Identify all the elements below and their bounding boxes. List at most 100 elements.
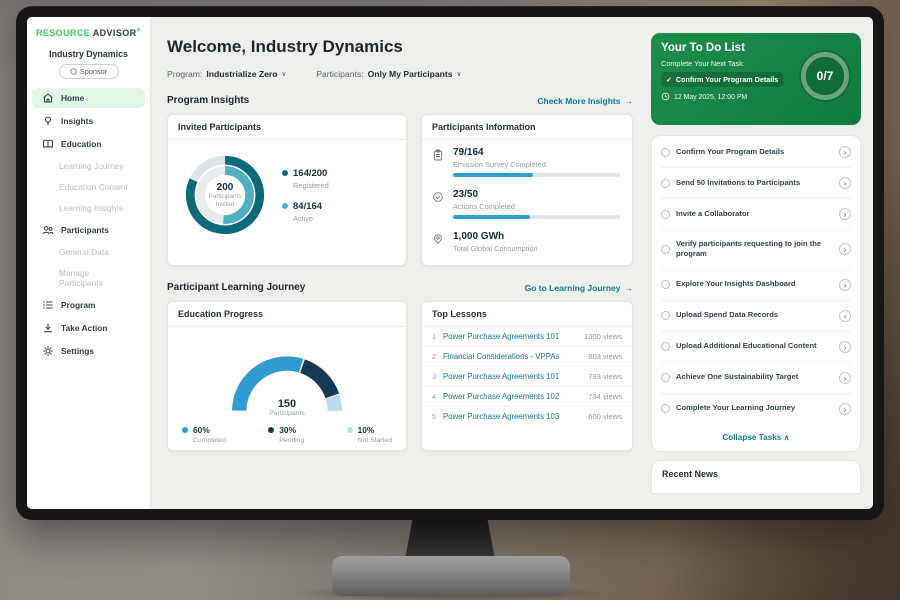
task-row[interactable]: Send 50 Invitations to Participants › xyxy=(661,168,851,199)
sidebar-item-settings[interactable]: Settings xyxy=(32,341,145,361)
go-to-learning-journey-link[interactable]: Go to Learning Journey → xyxy=(525,283,633,293)
people-icon xyxy=(42,224,54,236)
legend-item: 60% Completed xyxy=(182,425,226,444)
next-task-chip[interactable]: ✓ Confirm Your Program Details xyxy=(661,72,784,87)
lesson-link[interactable]: Power Purchase Agreements 101 xyxy=(443,372,560,381)
sidebar-item-label: Learning Insights xyxy=(59,203,123,213)
clipboard-icon xyxy=(432,147,445,177)
check-circle-icon xyxy=(432,189,445,219)
sidebar-item-program[interactable]: Program xyxy=(32,295,145,315)
chevron-right-icon[interactable]: › xyxy=(839,309,851,322)
checkbox-icon[interactable] xyxy=(661,147,670,157)
lesson-link[interactable]: Financial Considerations - VPPAs xyxy=(443,352,560,361)
legend-dot xyxy=(182,427,188,433)
lesson-rank: 5 xyxy=(432,412,437,421)
check-more-insights-link[interactable]: Check More Insights → xyxy=(537,96,633,106)
program-select-value: Industrialize Zero xyxy=(206,69,278,79)
todo-panel: Your To Do List Complete Your Next Task:… xyxy=(645,17,873,509)
sidebar-item-learning-journey[interactable]: Learning Journey xyxy=(32,157,145,175)
stat-value: 1,000 GWh xyxy=(453,231,505,242)
lightbulb-icon xyxy=(42,115,54,127)
checkbox-icon[interactable] xyxy=(661,311,670,320)
app-logo: RESOURCE ADVISOR+ xyxy=(27,27,150,38)
chevron-right-icon[interactable]: › xyxy=(839,243,851,256)
next-task-label: Confirm Your Program Details xyxy=(675,75,779,84)
participants-select[interactable]: Participants: Only My Participants ∨ xyxy=(316,69,461,79)
checkbox-icon[interactable] xyxy=(661,209,670,219)
sidebar-item-general-data[interactable]: General Data xyxy=(32,243,145,261)
task-row[interactable]: Achieve One Sustainability Target › xyxy=(661,363,851,394)
education-progress-card: Education Progress 150 Participants xyxy=(167,301,407,451)
donut-center-value: 200 xyxy=(216,181,234,193)
list-icon xyxy=(42,299,54,311)
sidebar-item-manage-participants[interactable]: Manage Participants xyxy=(32,264,145,292)
chevron-right-icon[interactable]: › xyxy=(839,208,851,220)
sidebar-item-education[interactable]: Education xyxy=(32,134,145,154)
legend-dot xyxy=(282,170,288,176)
lesson-link[interactable]: Power Purchase Agreements 103 xyxy=(443,412,560,421)
sidebar-item-learning-insights[interactable]: Learning Insights xyxy=(32,199,145,217)
program-select[interactable]: Program: Industrialize Zero ∨ xyxy=(167,69,286,79)
stat-value: 79/164 xyxy=(453,147,484,158)
donut-center-label: Participants Invited xyxy=(208,192,242,208)
sidebar-item-label: Program xyxy=(61,300,96,310)
home-icon xyxy=(42,92,54,104)
sponsor-icon xyxy=(70,68,77,75)
sidebar-item-label: Learning Journey xyxy=(59,161,124,171)
checkbox-icon[interactable] xyxy=(661,178,670,188)
lesson-rank: 4 xyxy=(432,392,437,401)
collapse-tasks-link[interactable]: Collapse Tasks ∧ xyxy=(722,432,790,442)
link-label: Check More Insights xyxy=(537,95,621,106)
top-lessons-card: Top Lessons 1 Power Purchase Agreements … xyxy=(421,301,633,451)
sidebar-item-label: Home xyxy=(61,93,85,103)
chevron-right-icon[interactable]: › xyxy=(839,146,851,158)
sidebar-item-participants[interactable]: Participants xyxy=(32,220,145,240)
chevron-right-icon[interactable]: › xyxy=(839,177,851,189)
task-list: Confirm Your Program Details › Send 50 I… xyxy=(651,135,861,452)
chevron-right-icon[interactable]: › xyxy=(839,402,851,415)
gauge-center-label: Participants xyxy=(269,410,305,417)
task-row[interactable]: Explore Your Insights Dashboard › xyxy=(661,270,851,301)
task-row[interactable]: Confirm Your Program Details › xyxy=(661,137,851,168)
stat-label: Total Global Consumption xyxy=(453,244,538,253)
checkbox-icon[interactable] xyxy=(661,342,670,351)
book-icon xyxy=(42,138,54,150)
lesson-row: 3 Power Purchase Agreements 101 793 view… xyxy=(422,367,632,387)
progress-bar xyxy=(453,173,620,177)
sidebar-item-insights[interactable]: Insights xyxy=(32,111,145,131)
task-row[interactable]: Complete Your Learning Journey › xyxy=(661,394,851,424)
section-title: Program Insights xyxy=(167,95,250,106)
chevron-right-icon[interactable]: › xyxy=(839,371,851,384)
sidebar-item-label: Manage Participants xyxy=(59,268,103,288)
gauge-center-value: 150 xyxy=(277,398,297,410)
sidebar-item-label: Education Content xyxy=(59,182,128,192)
education-gauge-chart: 150 Participants xyxy=(207,331,367,419)
checkbox-icon[interactable] xyxy=(661,404,670,413)
recent-news-header[interactable]: Recent News xyxy=(651,459,861,494)
sidebar-item-label: Education xyxy=(61,139,102,149)
lesson-link[interactable]: Power Purchase Agreements 102 xyxy=(443,392,560,401)
chevron-right-icon[interactable]: › xyxy=(839,278,851,291)
task-row[interactable]: Upload Additional Educational Content › xyxy=(661,332,851,363)
checkbox-icon[interactable] xyxy=(661,373,670,382)
legend-dot xyxy=(346,427,353,433)
task-row[interactable]: Upload Spend Data Records › xyxy=(661,301,851,332)
task-row[interactable]: Invite a Collaborator › xyxy=(661,199,851,230)
lesson-link[interactable]: Power Purchase Agreements 101 xyxy=(443,332,560,341)
chevron-right-icon[interactable]: › xyxy=(839,340,851,353)
lesson-row: 5 Power Purchase Agreements 103 600 view… xyxy=(422,407,632,426)
sidebar: RESOURCE ADVISOR+ Industry Dynamics Spon… xyxy=(27,17,151,509)
checkbox-icon[interactable] xyxy=(661,280,670,289)
task-row[interactable]: Verify participants requesting to join t… xyxy=(661,230,851,270)
checkbox-icon[interactable] xyxy=(661,244,670,254)
sidebar-item-education-content[interactable]: Education Content xyxy=(32,178,145,196)
card-title: Invited Participants xyxy=(168,115,406,140)
logo-secondary: ADVISOR xyxy=(92,28,137,38)
logo-plus: + xyxy=(136,27,142,34)
program-insights-cards: Invited Participants 200 xyxy=(167,114,633,266)
dashboard-screen: RESOURCE ADVISOR+ Industry Dynamics Spon… xyxy=(27,17,873,509)
legend-item: 84/164 Active xyxy=(282,201,329,223)
sidebar-item-home[interactable]: Home xyxy=(32,88,145,108)
sidebar-item-take-action[interactable]: Take Action xyxy=(32,318,145,338)
